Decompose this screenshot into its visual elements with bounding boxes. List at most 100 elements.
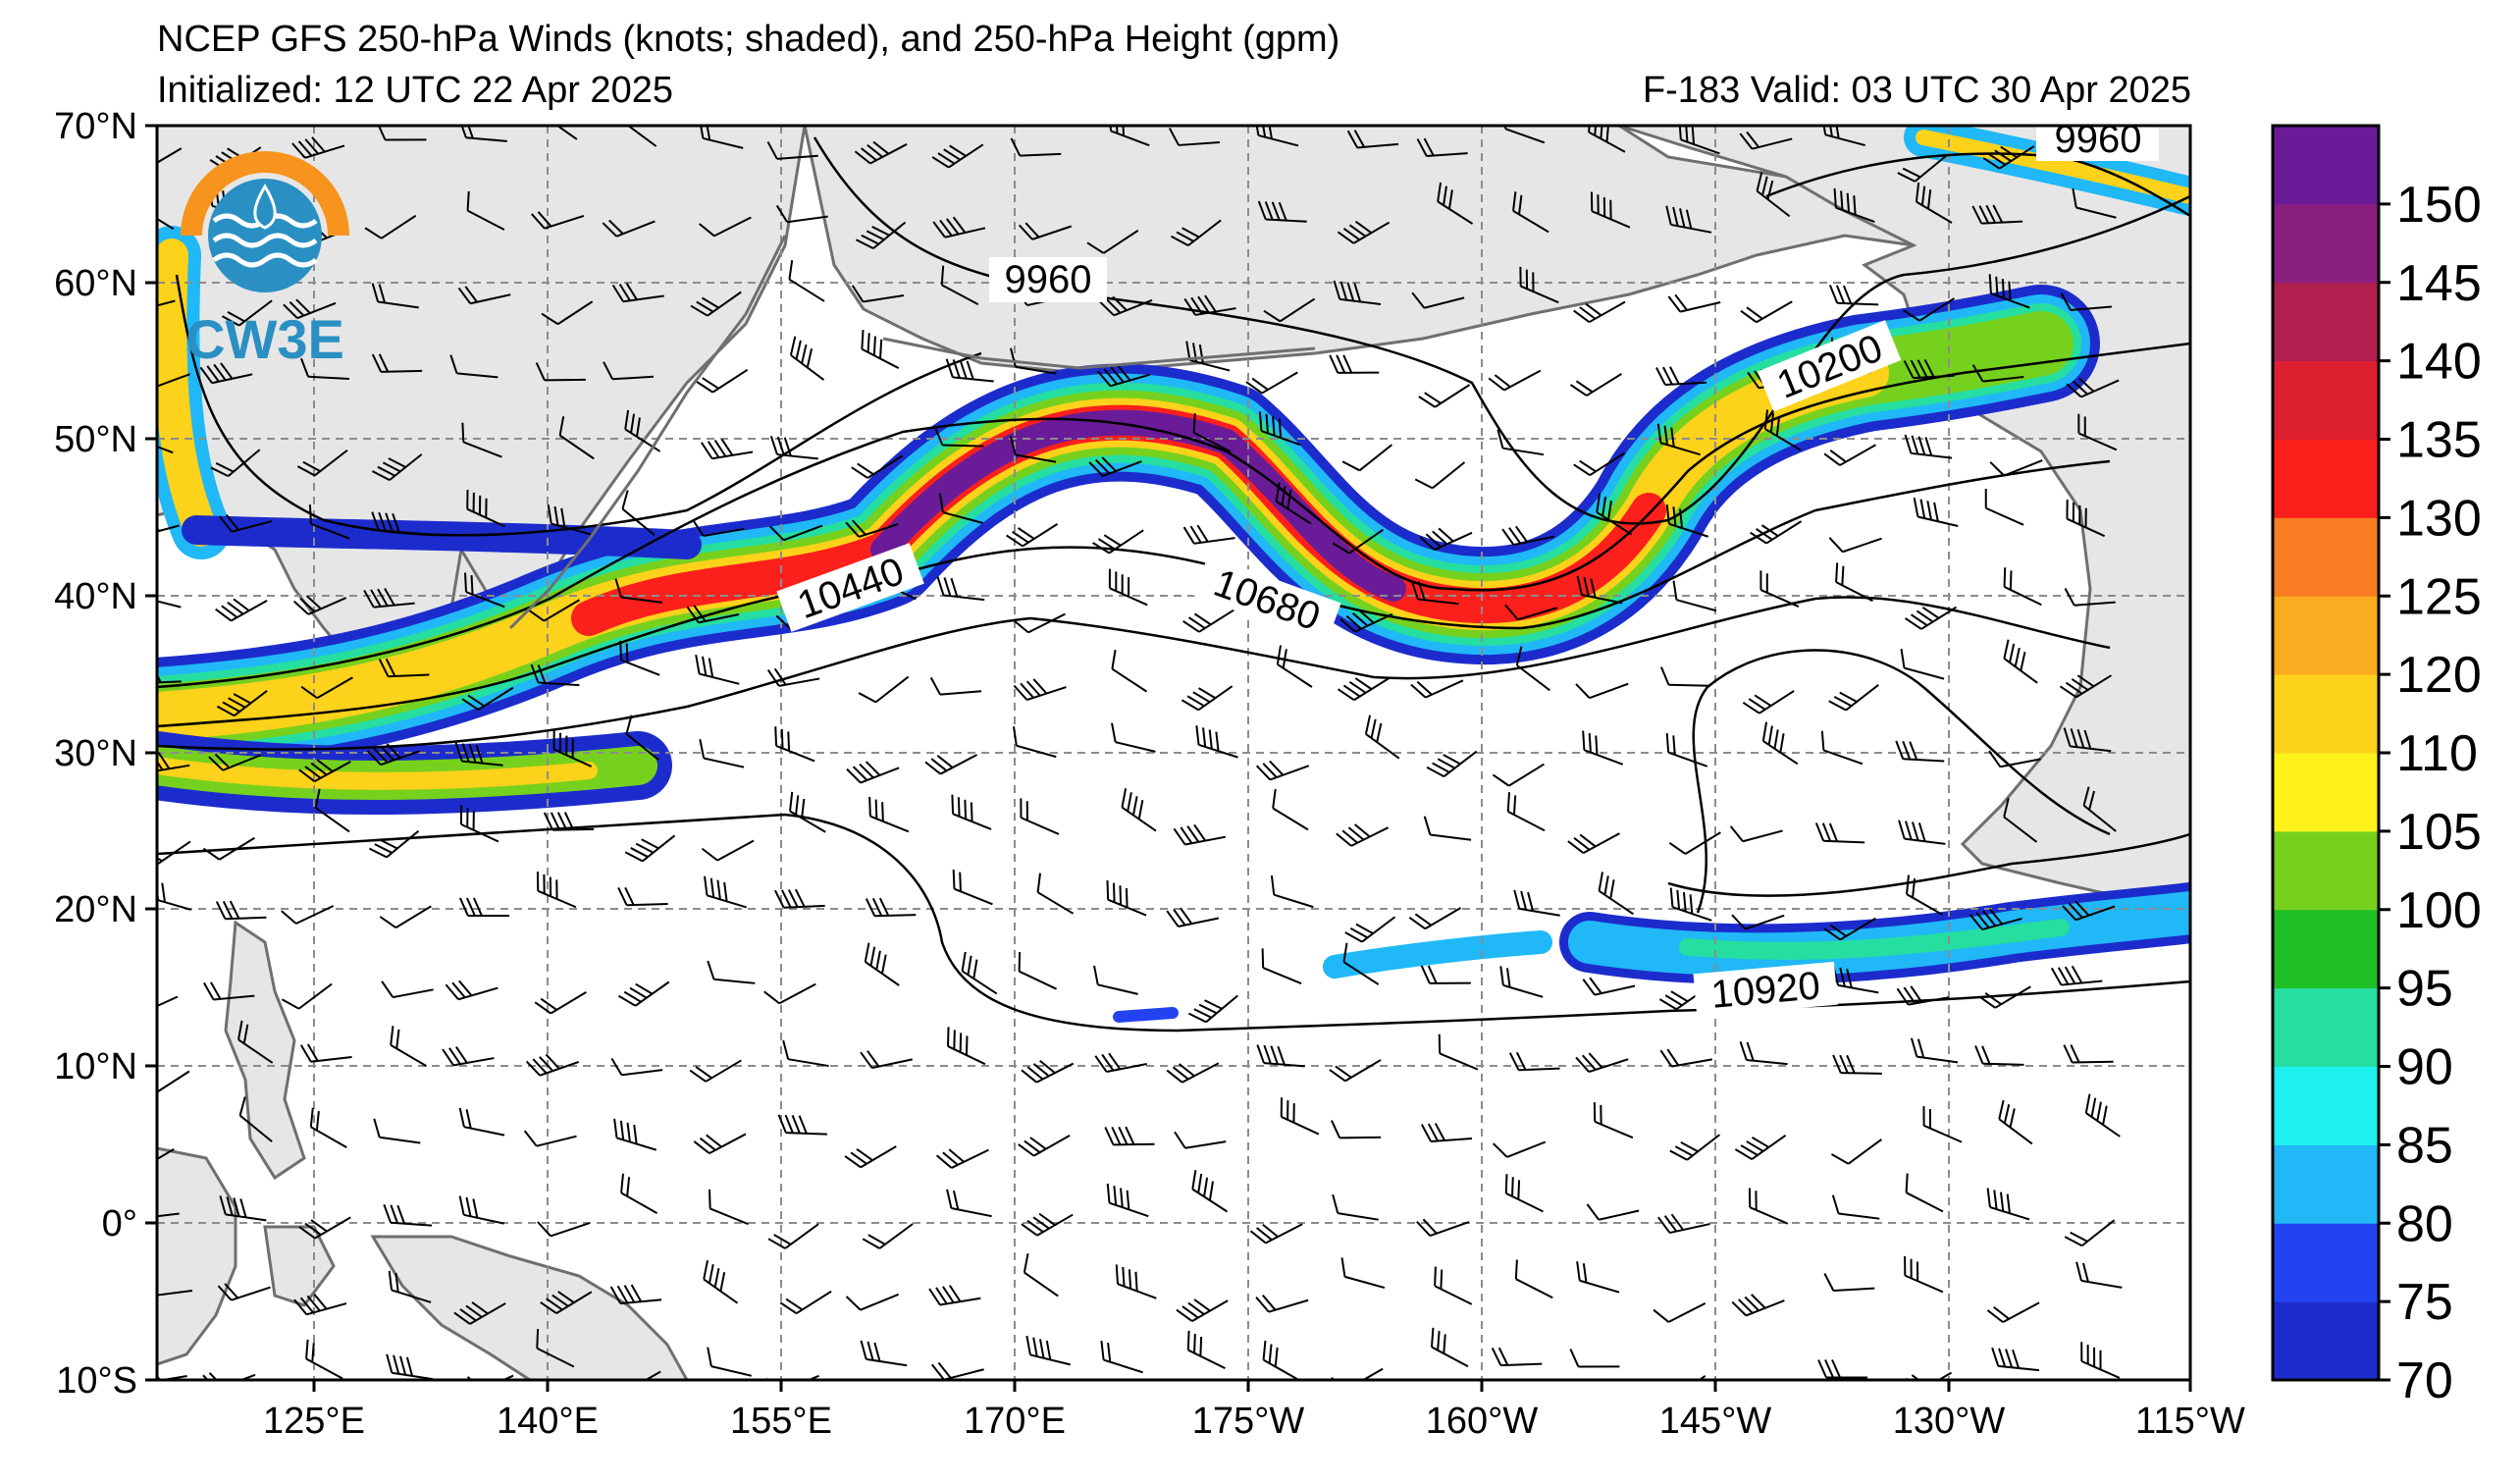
wind-barb-feather — [1767, 725, 1773, 746]
wind-barb-feather — [1109, 126, 1112, 132]
wind-barb — [940, 690, 982, 696]
wind-barb — [1437, 200, 1474, 225]
contour-label-9960-a: 9960 — [1005, 258, 1092, 301]
wind-barb-feather — [700, 126, 705, 139]
wind-barb — [644, 1370, 661, 1380]
wind-barb-feather — [1342, 227, 1361, 241]
wind-barb — [295, 905, 335, 925]
wind-barb-feather — [928, 1288, 941, 1306]
wind-barb-feather — [2071, 678, 2089, 691]
wind-barb-feather — [932, 221, 946, 238]
wind-barb-feather — [1432, 762, 1450, 773]
wind-barb-feather — [458, 897, 469, 917]
wind-barb-feather — [1106, 879, 1110, 900]
wind-barb-feather — [233, 598, 250, 611]
wind-barb-feather — [1994, 149, 2012, 162]
sulawesi-landmass — [263, 1225, 336, 1307]
wind-barb — [1789, 1379, 1791, 1380]
wind-barb-feather — [1342, 942, 1348, 963]
wind-barb-feather — [1981, 1045, 1991, 1065]
wind-barb-feather — [306, 1043, 319, 1062]
wind-barb-feather — [373, 747, 389, 764]
wind-barb-feather — [1674, 293, 1688, 311]
wind-barb-feather — [794, 888, 806, 908]
wind-barb-feather — [2063, 727, 2072, 747]
wind-barb-feather — [1166, 1069, 1183, 1084]
wind-barb-feather — [405, 1356, 414, 1377]
wind-barb-feather — [467, 694, 485, 708]
wind-barb-feather — [706, 126, 711, 140]
wind-barb-feather — [1112, 295, 1128, 311]
wind-barb — [1439, 1052, 1479, 1071]
wind-barb-feather — [775, 614, 792, 630]
wind-barb-feather — [1588, 1052, 1603, 1069]
wind-barb-feather — [1251, 377, 1269, 391]
wind-barb-feather — [1197, 295, 1210, 314]
colorbar-label: 95 — [2396, 961, 2453, 1018]
colorbar-label: 85 — [2396, 1117, 2453, 1174]
wind-barb-feather — [1902, 167, 1921, 179]
wind-barb-feather — [689, 1069, 707, 1083]
wind-barb-feather — [1342, 354, 1353, 374]
wind-barb-feather — [972, 959, 978, 980]
wind-barb-feather — [1101, 1053, 1115, 1072]
wind-barb-feather — [719, 1272, 726, 1292]
wind-barb-feather — [937, 1361, 952, 1379]
wind-barb-feather — [946, 1189, 953, 1209]
wind-barb-feather — [299, 1297, 314, 1314]
wind-barb-feather — [1993, 1190, 1998, 1210]
wind-barb-feather — [393, 1354, 400, 1375]
wind-barb-feather — [1355, 923, 1374, 935]
wind-barb-feather — [930, 758, 948, 772]
wind-barb-feather — [618, 994, 636, 1007]
wind-barb-feather — [229, 900, 240, 920]
wind-barb-feather — [2064, 1236, 2083, 1247]
wind-barb-feather — [1263, 309, 1282, 323]
wind-barb-feather — [304, 766, 322, 779]
wind-barb-feather — [856, 1147, 873, 1162]
wind-barb — [612, 375, 655, 381]
wind-barb-feather — [369, 847, 388, 859]
wind-barb-feather — [1841, 565, 1845, 586]
wind-barb-feather — [131, 666, 140, 684]
lon-label: 175°W — [1192, 1401, 1305, 1442]
wind-barb-feather — [225, 513, 239, 531]
wind-barb-feather — [308, 504, 312, 524]
wind-barb-feather — [1576, 1261, 1581, 1281]
wind-barb-feather — [1262, 126, 1267, 137]
wind-barb-feather — [791, 1114, 801, 1135]
wind-barb-feather — [214, 753, 231, 768]
wind-barb-feather — [1747, 371, 1760, 389]
wind-barb-feather — [1975, 912, 1990, 928]
wind-barb-feather — [380, 745, 394, 762]
wind-barb-feather — [304, 138, 319, 155]
wind-barb-feather — [458, 1195, 465, 1216]
wind-barb-feather — [203, 981, 215, 1001]
wind-barb-feather — [707, 441, 720, 458]
wind-barb-feather — [1986, 1309, 2004, 1323]
wind-barb-feather — [1263, 1044, 1272, 1064]
wind-barb-feather — [157, 672, 162, 683]
wind-barb-feather — [1101, 456, 1117, 472]
wind-barb-feather — [1917, 822, 1926, 842]
wind-barb-feather — [202, 1374, 210, 1380]
wind-barb-feather — [2003, 567, 2007, 587]
wind-barb — [536, 1347, 575, 1368]
wind-barb — [1823, 749, 1864, 766]
wind-barb-feather — [242, 1024, 249, 1044]
wind-barb-feather — [1910, 613, 1928, 627]
wind-barb-feather — [1424, 392, 1442, 404]
wind-barb-feather — [966, 360, 974, 380]
wind-barb — [310, 522, 350, 540]
wind-barb-feather — [1761, 176, 1768, 196]
wind-barb-feather — [696, 381, 713, 394]
lat-label: 0° — [102, 1203, 137, 1245]
colorbar-label: 90 — [2396, 1039, 2453, 1096]
wind-barb-feather — [1911, 1374, 1920, 1380]
wind-barb-feather — [1739, 1388, 1754, 1400]
wind-barb-feather — [1013, 684, 1028, 701]
wind-barb — [874, 675, 910, 704]
wind-barb-feather — [540, 1301, 557, 1314]
wind-barb-feather — [1596, 493, 1601, 513]
wind-barb-feather — [1754, 694, 1772, 707]
